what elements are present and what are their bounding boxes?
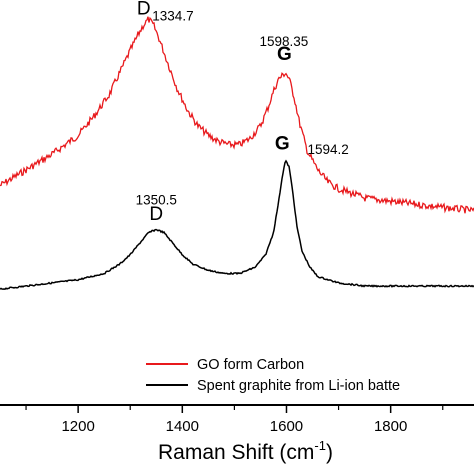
x-axis-title-end: ) — [326, 441, 333, 464]
legend-label-spent-graphite: Spent graphite from Li-ion batte — [197, 378, 400, 394]
series-line-spent-graphite — [0, 159, 474, 291]
x-tick-label-1200: 1200 — [61, 418, 94, 435]
x-tick-label-1400: 1400 — [166, 418, 199, 435]
x-axis: 1200 1400 1600 1800 Raman Shift (cm-1) — [0, 404, 474, 464]
x-tick-label-1600: 1600 — [270, 418, 303, 435]
x-ticks: 1200 1400 1600 1800 — [25, 405, 444, 435]
annotation-peak-7: D — [149, 204, 163, 225]
annotation-wavenumber-2: 1598.35 — [259, 34, 308, 49]
annotation-wavenumber-1: 1334.7 — [152, 9, 193, 24]
annotation-peak-3: G — [277, 44, 292, 65]
x-axis-title-sup: -1 — [314, 438, 326, 453]
annotation-wavenumber-5: 1594.2 — [308, 142, 349, 157]
annotation-peak-0: D — [137, 0, 151, 19]
annotation-peak-4: G — [275, 133, 290, 154]
x-tick-label-1800: 1800 — [374, 418, 407, 435]
series-line-go-carbon — [0, 16, 474, 214]
annotation-wavenumber-6: 1350.5 — [136, 192, 177, 207]
plot-lines — [0, 16, 474, 291]
x-axis-title-main: Raman Shift (cm — [158, 441, 314, 464]
legend-label-go-carbon: GO form Carbon — [197, 357, 304, 373]
legend: GO form Carbon Spent graphite from Li-io… — [146, 357, 400, 394]
x-axis-title: Raman Shift (cm-1) — [158, 438, 333, 464]
